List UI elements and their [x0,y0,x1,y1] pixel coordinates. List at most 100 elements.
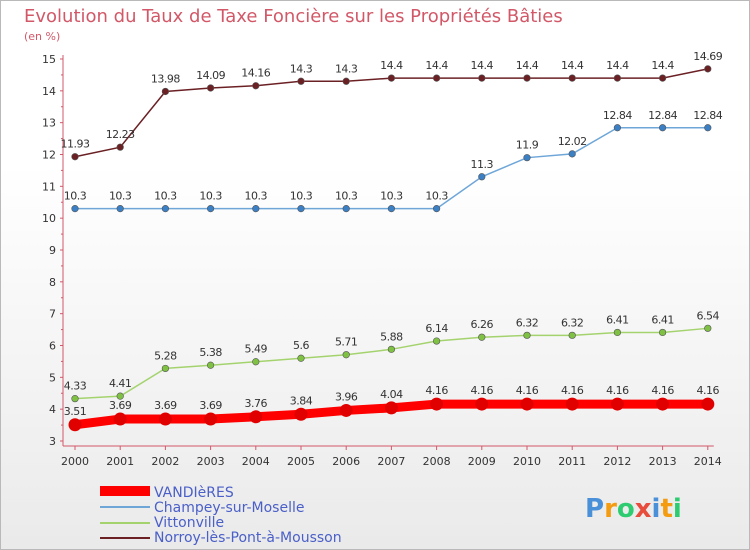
x-tick-label: 2005 [287,455,315,468]
data-point [207,84,215,92]
x-tick-label: 2009 [468,455,496,468]
data-point [387,205,396,213]
data-point [113,412,127,426]
data-label: 11.3 [471,158,494,171]
y-axis-ticks: 3 4 5 6 7 8 9 10 11 12 13 14 15 [42,53,63,448]
data-label: 3.76 [245,397,268,410]
x-tick-label: 2002 [151,455,179,468]
x-tick-label: 2007 [377,455,405,468]
data-point [387,74,396,82]
data-label: 14.4 [651,59,674,72]
data-point [116,143,124,151]
data-label: 10.3 [335,190,358,203]
legend-swatch-vandieres [100,486,150,496]
data-point [433,205,441,213]
data-label: 4.16 [516,384,539,397]
x-axis-ticks: 2000 2001 2002 2003 2004 2005 2006 2007 2008 2009… [61,446,722,468]
data-label: 11.9 [516,139,539,152]
proxiti-letter: x [635,494,652,524]
data-label: 10.3 [199,190,222,203]
series-norroy-l-s-pont-mousson: 11.93 12.23 13.98 14.09 14.16 14.3 14.3 14.4 14.… [61,50,723,161]
data-point [478,173,486,181]
data-point [387,345,396,353]
data-label: 14.4 [606,59,629,72]
proxiti-letter: i [673,494,682,524]
data-label: 6.32 [561,316,584,329]
x-tick-label: 2014 [694,455,722,468]
data-label: 3.69 [109,399,132,412]
data-point [297,205,305,213]
series-group: 11.93 12.23 13.98 14.09 14.16 14.3 14.3 14.4 14.… [61,50,723,432]
data-point [158,412,172,426]
data-label: 10.3 [64,190,87,203]
x-tick-label: 2006 [332,455,360,468]
y-tick-label: 4 [49,403,56,416]
y-tick-label: 15 [42,53,56,66]
data-label: 4.16 [471,384,494,397]
data-label: 10.3 [425,190,448,203]
x-tick-label: 2011 [558,455,586,468]
series-champey-sur-moselle: 10.3 10.3 10.3 10.3 10.3 10.3 10.3 10.3 10.3 11.3… [64,109,723,213]
data-label: 6.41 [606,313,629,326]
data-point [565,397,579,411]
legend-label-vittonville[interactable]: Vittonville [154,515,224,531]
data-point [252,82,260,90]
data-label: 3.69 [199,399,222,412]
legend: VANDIèRES Champey-sur-Moselle Vittonvill… [100,485,342,546]
data-label: 14.4 [516,59,539,72]
data-point [568,331,576,339]
data-label: 6.54 [697,309,720,322]
data-label: 10.3 [290,190,313,203]
legend-label-norroy[interactable]: Norroy-lès-Pont-à-Mousson [154,530,342,546]
data-label: 5.28 [154,349,177,362]
data-point [523,74,531,82]
data-point [71,153,79,161]
data-point [207,361,215,369]
data-point [704,65,712,73]
data-point [430,397,444,411]
data-label: 3.96 [335,390,358,403]
data-label: 14.69 [693,50,722,63]
data-label: 5.71 [335,336,358,349]
proxiti-logo-text: Proxiti [585,494,682,524]
data-point [297,77,305,85]
data-label: 4.33 [64,380,87,393]
data-label: 13.98 [151,72,180,85]
data-point [116,392,124,400]
data-point [68,418,82,432]
data-label: 12.02 [558,135,587,148]
data-label: 6.26 [471,318,494,331]
data-label: 5.49 [245,343,268,356]
data-label: 5.6 [293,339,309,352]
proxiti-letter: P [585,494,604,524]
data-label: 14.3 [335,62,358,75]
data-label: 14.4 [425,59,448,72]
data-point [610,397,624,411]
data-point [613,124,622,132]
y-tick-label: 3 [49,435,56,448]
legend-swatch-norroy [100,537,150,539]
data-label: 3.84 [290,394,313,407]
data-label: 14.16 [241,67,270,80]
data-label: 14.4 [471,59,494,72]
data-point [568,150,576,158]
legend-label-champey[interactable]: Champey-sur-Moselle [154,500,304,516]
data-point [656,397,670,411]
legend-label-vandieres[interactable]: VANDIèRES [154,485,234,501]
data-label: 10.3 [380,190,403,203]
data-point [701,397,715,411]
data-label: 14.09 [196,69,225,82]
data-label: 10.3 [109,190,132,203]
x-tick-label: 2001 [106,455,134,468]
series-vandi-res: 3.51 3.69 3.69 3.69 3.76 3.84 3.96 4.04 4.16 4.16… [64,384,720,432]
data-label: 4.16 [606,384,629,397]
data-label: 4.16 [561,384,584,397]
x-tick-label: 2013 [649,455,677,468]
data-point [252,205,260,213]
data-label: 10.3 [154,190,177,203]
data-label: 12.23 [106,128,135,141]
x-tick-label: 2010 [513,455,541,468]
data-point [339,403,353,417]
data-label: 14.3 [290,62,313,75]
